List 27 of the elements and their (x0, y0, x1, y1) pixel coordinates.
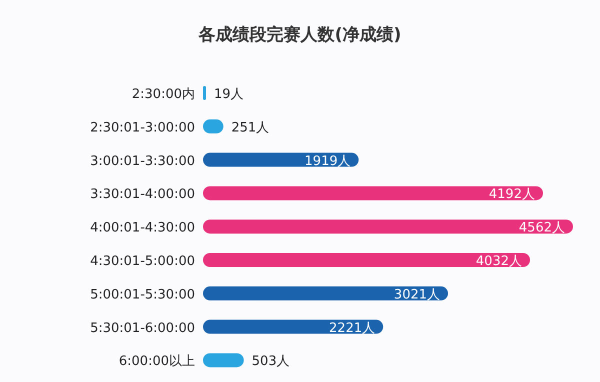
data-label: 3021人 (394, 287, 440, 302)
y-tick-label: 3:00:01-3:30:00 (90, 154, 195, 169)
y-tick-label: 3:30:01-4:00:00 (90, 187, 195, 202)
data-label: 19人 (214, 87, 244, 102)
y-tick-label: 6:00:00以上 (118, 354, 195, 370)
bar (203, 353, 244, 368)
bar (203, 320, 384, 334)
data-label: 4562人 (518, 220, 565, 236)
y-tick-label: 4:00:01-4:30:00 (90, 220, 195, 236)
data-label: 2221人 (329, 320, 376, 336)
bar (203, 152, 359, 167)
chart-title: 各成绩段完赛人数(净成绩) (198, 25, 402, 45)
bar (203, 220, 573, 234)
bar (203, 186, 543, 200)
y-tick-label: 5:30:01-6:00:00 (90, 320, 195, 336)
data-label: 4032人 (476, 254, 522, 269)
y-tick-label: 4:30:01-5:00:00 (90, 254, 195, 269)
bar (203, 286, 448, 300)
data-label: 1919人 (304, 154, 351, 169)
y-tick-label: 5:00:01-5:30:00 (90, 287, 195, 302)
bar (203, 86, 206, 100)
y-tick-label: 2:30:00内 (132, 87, 195, 102)
bar (203, 253, 530, 267)
data-label: 251人 (231, 120, 270, 136)
data-label: 4192人 (488, 187, 535, 202)
data-label: 503人 (252, 354, 290, 370)
y-tick-label: 2:30:01-3:00:00 (90, 120, 195, 136)
